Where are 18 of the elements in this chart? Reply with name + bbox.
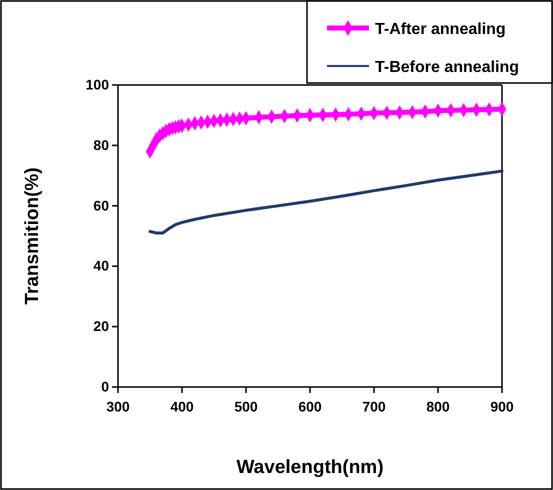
x-tick-label: 300 bbox=[106, 398, 130, 414]
x-axis-title: Wavelength(nm) bbox=[236, 457, 384, 478]
y-tick-label: 0 bbox=[101, 378, 110, 394]
y-tick-label: 80 bbox=[93, 136, 110, 153]
line-series bbox=[148, 170, 504, 234]
x-tick-label: 700 bbox=[362, 398, 386, 414]
x-tick-label: 400 bbox=[170, 398, 194, 414]
legend-label: T-After annealing bbox=[375, 21, 506, 38]
y-tick-label: 20 bbox=[93, 318, 110, 334]
y-tick-label: 40 bbox=[93, 258, 110, 274]
x-tick-label: 900 bbox=[490, 398, 514, 414]
x-tick-label: 600 bbox=[298, 398, 322, 414]
y-tick-label: 60 bbox=[93, 197, 110, 214]
x-tick-label: 800 bbox=[426, 398, 450, 414]
y-tick-label: 100 bbox=[86, 76, 110, 92]
x-tick-label: 500 bbox=[234, 398, 258, 414]
y-axis-title: Transmition(%) bbox=[22, 167, 43, 305]
legend-label: T-Before annealing bbox=[375, 59, 520, 76]
